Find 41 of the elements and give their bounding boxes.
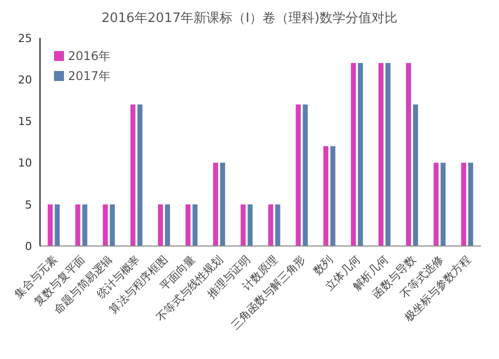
- bar: [130, 104, 136, 246]
- bar: [164, 204, 170, 246]
- bar: [158, 204, 163, 246]
- bar: [75, 204, 80, 246]
- bar: [213, 162, 218, 246]
- y-tick-label: 20: [18, 74, 32, 87]
- bar: [440, 162, 446, 246]
- y-tick-label: 5: [25, 198, 32, 212]
- bar: [268, 204, 274, 246]
- bar: [296, 104, 301, 246]
- bar: [468, 162, 474, 246]
- bar: [82, 204, 88, 246]
- bar: [330, 146, 336, 246]
- bar: [110, 204, 115, 246]
- bar: [275, 204, 280, 246]
- bar: [192, 204, 198, 246]
- bar: [323, 146, 328, 246]
- bar: [186, 204, 191, 246]
- legend-label: 2017年: [68, 68, 111, 85]
- legend-label: 2016年: [68, 48, 111, 65]
- bar: [461, 162, 466, 246]
- bar: [358, 62, 363, 246]
- y-tick-label: 10: [18, 156, 32, 170]
- bar: [48, 204, 53, 246]
- bar: [350, 62, 356, 246]
- bar: [406, 62, 412, 246]
- bar: [302, 104, 308, 246]
- bar: [413, 104, 418, 246]
- y-tick-label: 0: [25, 240, 32, 253]
- chart-title: 2016年2017年新课标（Ⅰ）卷（理科)数学分值对比: [100, 10, 399, 28]
- bar: [102, 204, 108, 246]
- y-tick-label: 15: [18, 115, 32, 128]
- bar: [220, 162, 226, 246]
- y-tick-label: 25: [18, 32, 32, 45]
- bar: [54, 204, 60, 246]
- bar: [378, 62, 384, 246]
- bar: [248, 204, 253, 246]
- bar: [240, 204, 246, 246]
- bar: [385, 62, 390, 246]
- bar: [137, 104, 142, 246]
- bar: [434, 162, 439, 246]
